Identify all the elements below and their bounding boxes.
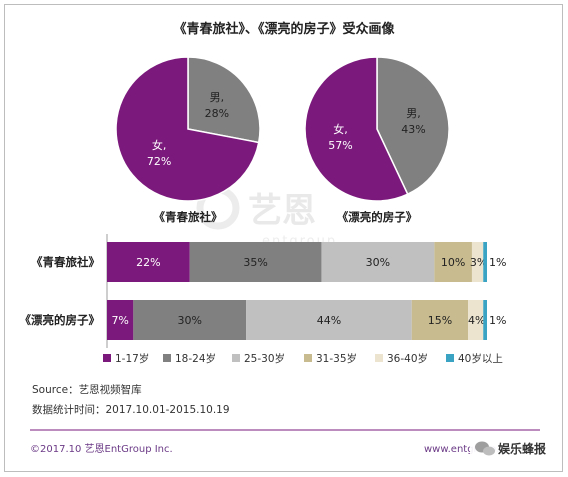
bar-1-segment-1-label: 30% [178, 314, 202, 327]
bar-1-category: 《漂亮的房子》 [20, 313, 101, 327]
legend-label-0: 1-17岁 [115, 352, 149, 365]
legend-swatch-0 [103, 354, 111, 362]
pie-1-slice-0-value: 43% [401, 123, 425, 136]
footer-url: www.entgroup.cn [424, 444, 511, 455]
bar-1-segment-4-label: 4% [468, 314, 485, 327]
bar-0-segment-1 [189, 242, 322, 282]
pie-0-slice-1-value: 72% [147, 155, 171, 168]
pie-1-slice-1-label: 女, [333, 122, 348, 136]
stacked-bars: 《青春旅社》 22% 35% 30% 10% 3% 1%《漂亮的房子》 7% 30% 44% 15%… [20, 234, 506, 348]
bar-0-segment-5 [483, 242, 487, 282]
pie-0-slice-0-value: 28% [205, 107, 229, 120]
pie-1-slice-1 [304, 56, 409, 202]
bar-1-segment-3 [411, 300, 469, 340]
wechat-icon [475, 441, 495, 456]
pie-1-slice-1-value: 57% [328, 139, 352, 152]
pie-0-slice-1 [115, 56, 260, 202]
bar-0-segment-1-label: 35% [243, 256, 267, 269]
legend-swatch-4 [375, 354, 383, 362]
bar-0-segment-0 [107, 242, 190, 282]
bar-1-segment-3-label: 15% [428, 314, 452, 327]
footer-copyright: ©2017.10 艺恩EntGroup Inc. [30, 443, 173, 455]
pie-0-slice-1-label: 女, [152, 138, 167, 152]
bar-0-segment-3-label: 10% [441, 256, 465, 269]
legend: 1-17岁 18-24岁 25-30岁 31-35岁 36-40岁 40岁以上 [103, 352, 503, 365]
bar-1-segment-2-label: 44% [317, 314, 341, 327]
watermark-main: 艺恩 [248, 191, 316, 231]
period-note: 数据统计时间：2017.10.01-2015.10.19 [32, 403, 230, 416]
pie-0-name: 《青春旅社》 [154, 210, 223, 224]
bar-1-segment-5-label: 1% [489, 314, 506, 327]
bar-1-segment-1 [133, 300, 247, 340]
pie-charts: 男, 28% 女, 72% 《青春旅社》 男, 43% 女, 57% 《漂亮的房子》 [115, 56, 450, 224]
legend-swatch-5 [446, 354, 454, 362]
wechat-name: 娱乐蜂报 [498, 441, 546, 456]
pie-1-slice-0 [376, 56, 450, 196]
pie-0-slice-0 [187, 56, 261, 144]
legend-label-2: 25-30岁 [244, 352, 285, 365]
bar-0-segment-0-label: 22% [136, 256, 160, 269]
chart-title: 《青春旅社》、《漂亮的房子》受众画像 [173, 21, 395, 37]
source-note: Source：艺恩视频智库 [32, 383, 142, 396]
legend-swatch-1 [163, 354, 171, 362]
legend-label-1: 18-24岁 [175, 352, 216, 365]
pie-1-slice-0-label: 男, [406, 107, 421, 120]
legend-label-3: 31-35岁 [316, 352, 357, 365]
legend-label-4: 36-40岁 [387, 352, 428, 365]
pie-1-name: 《漂亮的房子》 [337, 210, 418, 224]
bar-0-segment-2-label: 30% [366, 256, 390, 269]
bar-1-segment-4 [468, 300, 484, 340]
bar-1-segment-0 [107, 300, 134, 340]
bar-0-segment-4 [471, 242, 484, 282]
bar-0-segment-3 [434, 242, 472, 282]
bar-1-segment-2 [246, 300, 412, 340]
bar-0-segment-2 [321, 242, 435, 282]
wechat-badge: 娱乐蜂报 [470, 437, 558, 459]
legend-label-5: 40岁以上 [458, 352, 503, 365]
bar-0-segment-5-label: 1% [489, 256, 506, 269]
bar-1-segment-0-label: 7% [111, 314, 128, 327]
bar-1-segment-5 [483, 300, 487, 340]
bar-0-category: 《青春旅社》 [31, 255, 100, 269]
legend-swatch-3 [304, 354, 312, 362]
bar-0-segment-4-label: 3% [470, 256, 487, 269]
chart-frame [4, 4, 563, 472]
pie-0-slice-0-label: 男, [210, 91, 225, 104]
legend-swatch-2 [232, 354, 240, 362]
